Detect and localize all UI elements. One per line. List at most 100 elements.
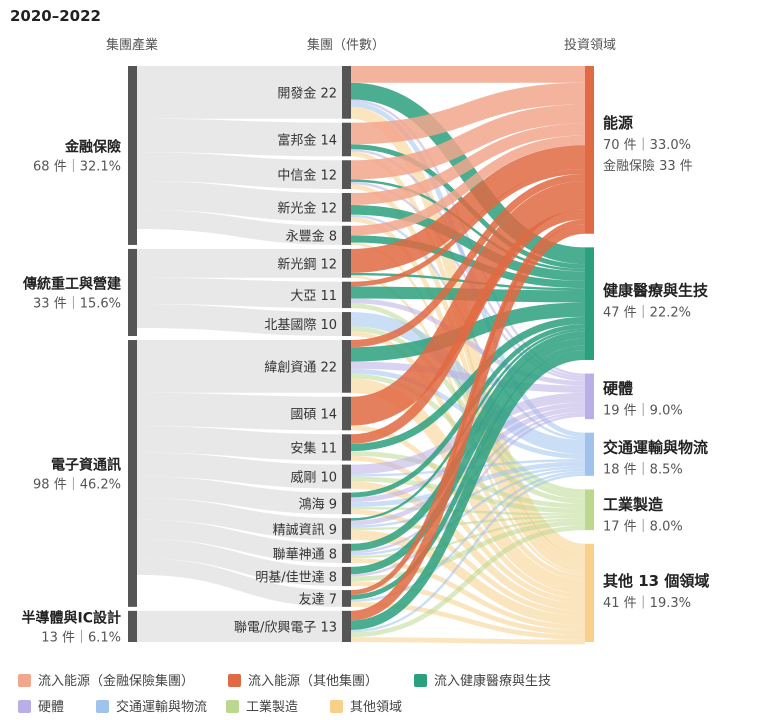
- group-node: [342, 248, 351, 278]
- domain-node: [585, 66, 594, 234]
- group-node: [342, 434, 351, 461]
- industry-group-bands: [137, 66, 342, 642]
- group-node: [342, 66, 351, 119]
- legend-swatch: [18, 700, 31, 713]
- domain-name: 工業製造: [603, 495, 663, 513]
- group-label: 聯華神通 8: [273, 547, 337, 562]
- legend-swatch: [18, 674, 31, 687]
- industry-band: [137, 277, 342, 309]
- sankey-labels: 金融保險 68 件｜32.1% 傳統重工與營建 33 件｜15.6% 電子資通訊 98 件…: [22, 85, 710, 645]
- domain-stat: 19 件｜9.0%: [603, 404, 683, 419]
- flow-link: [350, 361, 586, 393]
- legend-label: 流入能源（其他集團）: [248, 673, 378, 689]
- domain-name: 硬體: [603, 380, 633, 398]
- domain-stat: 18 件｜8.5%: [603, 463, 683, 478]
- group-label: 明基/佳世達 8: [255, 570, 337, 585]
- domain-note: 金融保險 33 件: [603, 158, 693, 174]
- flow-link: [350, 173, 586, 348]
- group-node: [342, 160, 351, 190]
- industry-stat: 98 件｜46.2%: [33, 477, 121, 492]
- domain-name: 交通運輸與物流: [603, 439, 708, 457]
- group-column-header: 集團（件數）: [307, 37, 385, 53]
- industry-band: [137, 498, 342, 540]
- domain-node: [585, 543, 594, 642]
- industry-name: 金融保險: [64, 138, 121, 155]
- legend-swatch: [330, 700, 343, 713]
- group-label: 鴻海 9: [299, 497, 337, 512]
- legend-label: 流入健康醫療與生技: [434, 673, 551, 689]
- legend-swatch: [414, 674, 427, 687]
- industry-band: [137, 181, 342, 222]
- legend-label: 工業製造: [246, 699, 298, 715]
- group-node: [342, 396, 351, 431]
- industry-band: [137, 248, 342, 278]
- industry-band: [137, 118, 342, 157]
- industry-stat: 33 件｜15.6%: [33, 296, 121, 311]
- legend-swatch: [226, 700, 239, 713]
- flow-link: [350, 345, 586, 600]
- domain-node: [585, 489, 594, 531]
- group-label: 國碩 14: [290, 408, 337, 423]
- industry-node: [128, 340, 137, 607]
- industry-stat: 13 件｜6.1%: [41, 630, 121, 645]
- group-label: 新光鋼 12: [277, 256, 337, 272]
- flow-link: [350, 204, 586, 281]
- legend-label: 流入能源（金融保險集團）: [38, 673, 194, 689]
- flow-link: [350, 82, 586, 145]
- industry-band: [137, 452, 342, 489]
- group-node: [342, 610, 351, 642]
- flow-link: [350, 481, 586, 611]
- industry-name: 電子資通訊: [51, 456, 121, 473]
- industry-band: [137, 392, 342, 431]
- flow-link: [350, 602, 586, 640]
- industry-node: [128, 248, 137, 337]
- industry-band: [137, 476, 342, 515]
- flow-link: [350, 169, 586, 287]
- group-label: 精誠資訊 9: [273, 523, 337, 538]
- domain-stat: 17 件｜8.0%: [603, 519, 683, 534]
- domain-name: 其他 13 個領域: [603, 572, 709, 590]
- flow-link: [350, 145, 586, 273]
- industry-band: [137, 152, 342, 190]
- industry-band: [137, 610, 342, 642]
- group-node: [342, 281, 351, 309]
- domain-node: [585, 247, 594, 360]
- group-label: 威剛 10: [290, 471, 337, 486]
- flow-link: [350, 338, 586, 575]
- flow-link: [350, 209, 586, 444]
- industry-column-header: 集團產業: [106, 37, 158, 53]
- domain-stat: 41 件｜19.3%: [603, 596, 691, 611]
- legend-swatch: [228, 674, 241, 687]
- industry-band: [137, 558, 342, 607]
- flow-link: [350, 637, 586, 645]
- flow-link: [350, 298, 586, 386]
- flow-link: [350, 123, 586, 205]
- flow-link: [350, 525, 586, 638]
- industry-name: 傳統重工與營建: [22, 275, 121, 292]
- group-label: 北基國際 10: [264, 318, 337, 333]
- flow-link: [350, 331, 586, 551]
- flow-link: [350, 407, 586, 526]
- industry-band: [137, 209, 342, 245]
- flow-link: [350, 473, 586, 633]
- domain-name: 健康醫療與生技: [603, 281, 709, 299]
- legend-label: 交通運輸與物流: [116, 699, 207, 715]
- industry-name: 半導體與IC設計: [22, 609, 121, 626]
- industry-band: [137, 519, 342, 563]
- group-label: 大亞 11: [290, 289, 337, 304]
- group-label: 新光金 12: [277, 200, 337, 216]
- group-node: [342, 566, 351, 587]
- domain-node: [585, 373, 594, 420]
- industry-band: [137, 340, 342, 393]
- group-node: [342, 492, 351, 515]
- group-label: 緯創資通 22: [264, 360, 337, 375]
- group-label: 中信金 12: [277, 168, 337, 184]
- legend-swatch: [96, 700, 109, 713]
- group-node: [342, 312, 351, 337]
- industry-band: [137, 66, 342, 119]
- domain-column-header: 投資領域: [564, 37, 616, 53]
- industry-node: [128, 610, 137, 642]
- group-label: 友達 7: [299, 591, 337, 607]
- group-domain-flows: [350, 66, 586, 645]
